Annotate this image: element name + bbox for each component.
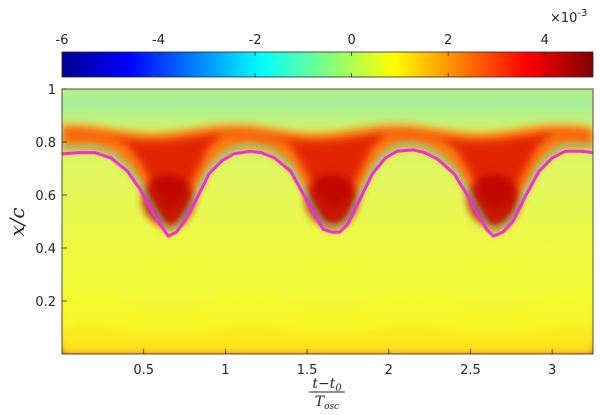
- plot-area: [62, 89, 593, 354]
- x-tick-label: 2: [385, 363, 393, 378]
- colorbar-tick-label: -4: [152, 33, 165, 48]
- x-axis-label: t−t0 Tosc: [309, 376, 345, 412]
- colorbar-tick-label: 0: [347, 33, 355, 48]
- colorbar-multiplier-exponent: -3: [577, 8, 587, 19]
- heatmap-shading: [62, 245, 593, 354]
- x-tick-label: 2.5: [460, 363, 481, 378]
- colorbar-tick-label: -6: [56, 33, 69, 48]
- y-tick-label: 0.2: [35, 295, 56, 310]
- cool-edge: [62, 141, 593, 232]
- y-axis-label: x/c: [5, 207, 29, 236]
- axes-frame: [61, 88, 594, 355]
- x-axis-label-numerator-main: t−t: [312, 376, 335, 392]
- x-tick-label: 0.5: [133, 363, 154, 378]
- x-tick-label: 1: [221, 363, 229, 378]
- colorbar-gradient: [61, 51, 594, 78]
- x-tick-label: 1.5: [297, 363, 318, 378]
- y-tick-label: 0.6: [35, 189, 56, 204]
- shading-band: [62, 324, 593, 354]
- y-tick-label: 1: [48, 83, 56, 98]
- colorbar-ticks: -6 -4 -2 0 2 4: [56, 33, 549, 77]
- y-axis-ticks: 0.2 0.4 0.6 0.8 1: [35, 83, 67, 310]
- x-axis-ticks: 0.5 1 1.5 2 2.5 3: [133, 349, 556, 378]
- colorbar-multiplier-base: ×10: [550, 11, 577, 26]
- x-axis-label-denominator: Tosc: [315, 394, 339, 412]
- contour-line: [62, 148, 593, 238]
- hot-region-inner: [62, 132, 593, 210]
- heatmap-separation-band: [62, 124, 593, 234]
- x-axis-label-denominator-sub: osc: [324, 402, 339, 412]
- x-axis-label-denominator-main: T: [315, 394, 326, 410]
- colorbar-tick-label: 4: [541, 33, 549, 48]
- colorbar-tick-label: -2: [249, 33, 262, 48]
- colorbar-tick-label: 2: [444, 33, 452, 48]
- x-axis-label-numerator: t−t0: [312, 376, 342, 394]
- y-tick-label: 0.8: [35, 136, 56, 151]
- y-tick-label: 0.4: [35, 242, 56, 257]
- x-axis-label-numerator-sub: 0: [335, 383, 342, 394]
- x-tick-label: 3: [548, 363, 556, 378]
- colorbar-multiplier: ×10-3: [550, 8, 587, 26]
- colorbar: -6 -4 -2 0 2 4 ×10-3: [56, 8, 594, 78]
